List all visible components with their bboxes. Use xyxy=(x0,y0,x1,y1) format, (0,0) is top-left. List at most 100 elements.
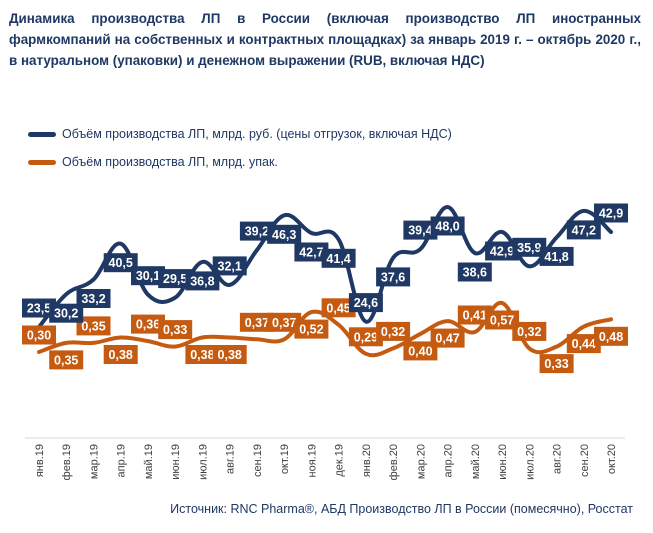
x-tick-label: мар.20 xyxy=(415,444,427,479)
x-tick-label: окт.20 xyxy=(606,444,618,474)
data-label-text-packs: 0,30 xyxy=(27,329,51,343)
data-label-packs: 0,38 xyxy=(212,345,247,364)
data-label-rub: 47,2 xyxy=(566,220,601,240)
data-label-text-packs: 0,45 xyxy=(326,301,350,315)
data-label-text-packs: 0,29 xyxy=(354,330,378,344)
data-label-text-rub: 39,2 xyxy=(245,225,269,239)
data-label-text-rub: 48,0 xyxy=(435,220,459,234)
data-label-rub: 37,6 xyxy=(376,267,411,287)
data-label-packs: 0,30 xyxy=(22,325,56,345)
data-label-packs: 0,37 xyxy=(267,312,302,332)
data-label-text-packs: 0,57 xyxy=(490,314,514,328)
data-label-box-packs xyxy=(158,320,193,340)
data-label-box-rub xyxy=(485,241,520,261)
legend-item-packs: Объём производства ЛП, млрд. упак. xyxy=(28,148,452,176)
data-label-box-packs xyxy=(267,312,302,332)
data-label-text-packs: 0,48 xyxy=(599,330,623,344)
data-label-text-packs: 0,38 xyxy=(190,348,214,362)
data-label-box-packs xyxy=(321,298,356,318)
data-label-packs: 0,38 xyxy=(185,345,220,364)
data-label-rub: 41,8 xyxy=(539,246,574,266)
x-tick-label: дек.19 xyxy=(334,444,346,477)
x-tick-label: июл.20 xyxy=(524,444,536,480)
data-label-box-packs xyxy=(594,326,628,346)
data-label-packs: 0,32 xyxy=(376,321,411,341)
data-label-box-rub xyxy=(430,216,465,236)
data-label-box-packs xyxy=(430,328,465,348)
data-label-text-rub: 38,6 xyxy=(463,266,487,280)
x-tick-label: янв.20 xyxy=(361,444,373,477)
data-label-text-rub: 42,7 xyxy=(299,246,323,260)
legend-item-rub: Объём производства ЛП, млрд. руб. (цены … xyxy=(28,120,452,148)
data-label-packs: 0,41 xyxy=(457,305,492,325)
data-label-packs: 0,33 xyxy=(539,354,574,374)
chart-title: Динамика производства ЛП в России (включ… xyxy=(9,11,641,68)
data-label-box-packs xyxy=(131,314,165,334)
data-label-text-packs: 0,35 xyxy=(81,319,105,333)
data-label-box-packs xyxy=(76,316,111,336)
data-label-text-packs: 0,37 xyxy=(245,316,269,330)
data-label-text-rub: 24,6 xyxy=(354,296,378,310)
data-label-rub: 29,5 xyxy=(158,269,193,289)
data-label-box-packs xyxy=(49,350,84,370)
data-label-box-rub xyxy=(267,224,302,244)
data-label-packs: 0,29 xyxy=(348,327,383,347)
legend-swatch-packs xyxy=(28,159,56,165)
data-label-packs: 0,35 xyxy=(76,316,111,336)
data-label-box-rub xyxy=(185,271,220,291)
data-label-text-rub: 35,9 xyxy=(517,241,541,255)
x-tick-label: фев.19 xyxy=(61,444,73,480)
data-label-box-rub xyxy=(131,266,165,286)
data-label-text-rub: 42,9 xyxy=(599,207,623,221)
data-label-box-packs xyxy=(239,312,274,332)
x-tick-label: авг.20 xyxy=(552,444,564,474)
data-label-box-packs xyxy=(294,319,329,339)
data-label-box-packs xyxy=(185,345,220,364)
data-label-text-rub: 32,1 xyxy=(218,259,242,273)
data-label-rub: 38,6 xyxy=(457,262,492,282)
data-label-text-packs: 0,33 xyxy=(163,323,187,337)
data-label-box-rub xyxy=(512,237,547,257)
data-label-box-packs xyxy=(22,325,56,345)
legend-swatch-rub xyxy=(28,131,56,137)
data-label-text-packs: 0,40 xyxy=(408,344,432,358)
data-label-box-rub xyxy=(22,298,56,318)
data-label-box-rub xyxy=(376,267,411,287)
data-label-box-rub xyxy=(158,269,193,289)
legend: Объём производства ЛП, млрд. руб. (цены … xyxy=(28,120,452,176)
data-label-text-packs: 0,47 xyxy=(435,332,459,346)
x-axis-ticks: янв.19 фев.19 мар.19 апр.19 май.19 июн.19 июл.… xyxy=(34,444,618,480)
x-tick-label: сен.20 xyxy=(579,444,591,477)
x-tick-label: авг.19 xyxy=(225,444,237,474)
data-label-text-rub: 29,5 xyxy=(163,272,187,286)
data-label-box-packs xyxy=(103,345,138,364)
data-label-box-packs xyxy=(212,345,247,364)
data-label-text-rub: 42,9 xyxy=(490,245,514,259)
data-label-box-rub xyxy=(239,221,274,241)
data-label-text-rub: 33,2 xyxy=(81,292,105,306)
data-label-box-rub xyxy=(76,289,111,308)
x-tick-label: июн.20 xyxy=(497,444,509,480)
data-label-box-rub xyxy=(321,248,356,268)
legend-label-rub: Объём производства ЛП, млрд. руб. (цены … xyxy=(62,127,452,141)
data-label-packs: 0,45 xyxy=(321,298,356,318)
data-label-rub: 39,2 xyxy=(239,221,274,241)
data-label-packs: 0,47 xyxy=(430,328,465,348)
data-label-box-packs xyxy=(457,305,492,325)
data-label-rub: 30,1 xyxy=(131,266,165,286)
data-label-rub: 46,3 xyxy=(267,224,302,244)
data-label-text-rub: 40,5 xyxy=(109,256,133,270)
data-label-box-rub xyxy=(294,242,329,262)
x-tick-label: мар.19 xyxy=(89,444,101,479)
data-label-text-packs: 0,41 xyxy=(463,309,487,323)
x-tick-label: май.19 xyxy=(143,444,155,479)
data-label-box-rub xyxy=(539,246,574,266)
data-label-text-packs: 0,38 xyxy=(109,348,133,362)
x-tick-label: июл.19 xyxy=(197,444,209,480)
data-label-packs: 0,52 xyxy=(294,319,329,339)
data-label-rub: 42,7 xyxy=(294,242,329,262)
data-label-packs: 0,37 xyxy=(239,312,274,332)
data-label-rub: 35,9 xyxy=(512,237,547,257)
x-tick-label: ноя.19 xyxy=(306,444,318,477)
x-tick-label: сен.19 xyxy=(252,444,264,477)
